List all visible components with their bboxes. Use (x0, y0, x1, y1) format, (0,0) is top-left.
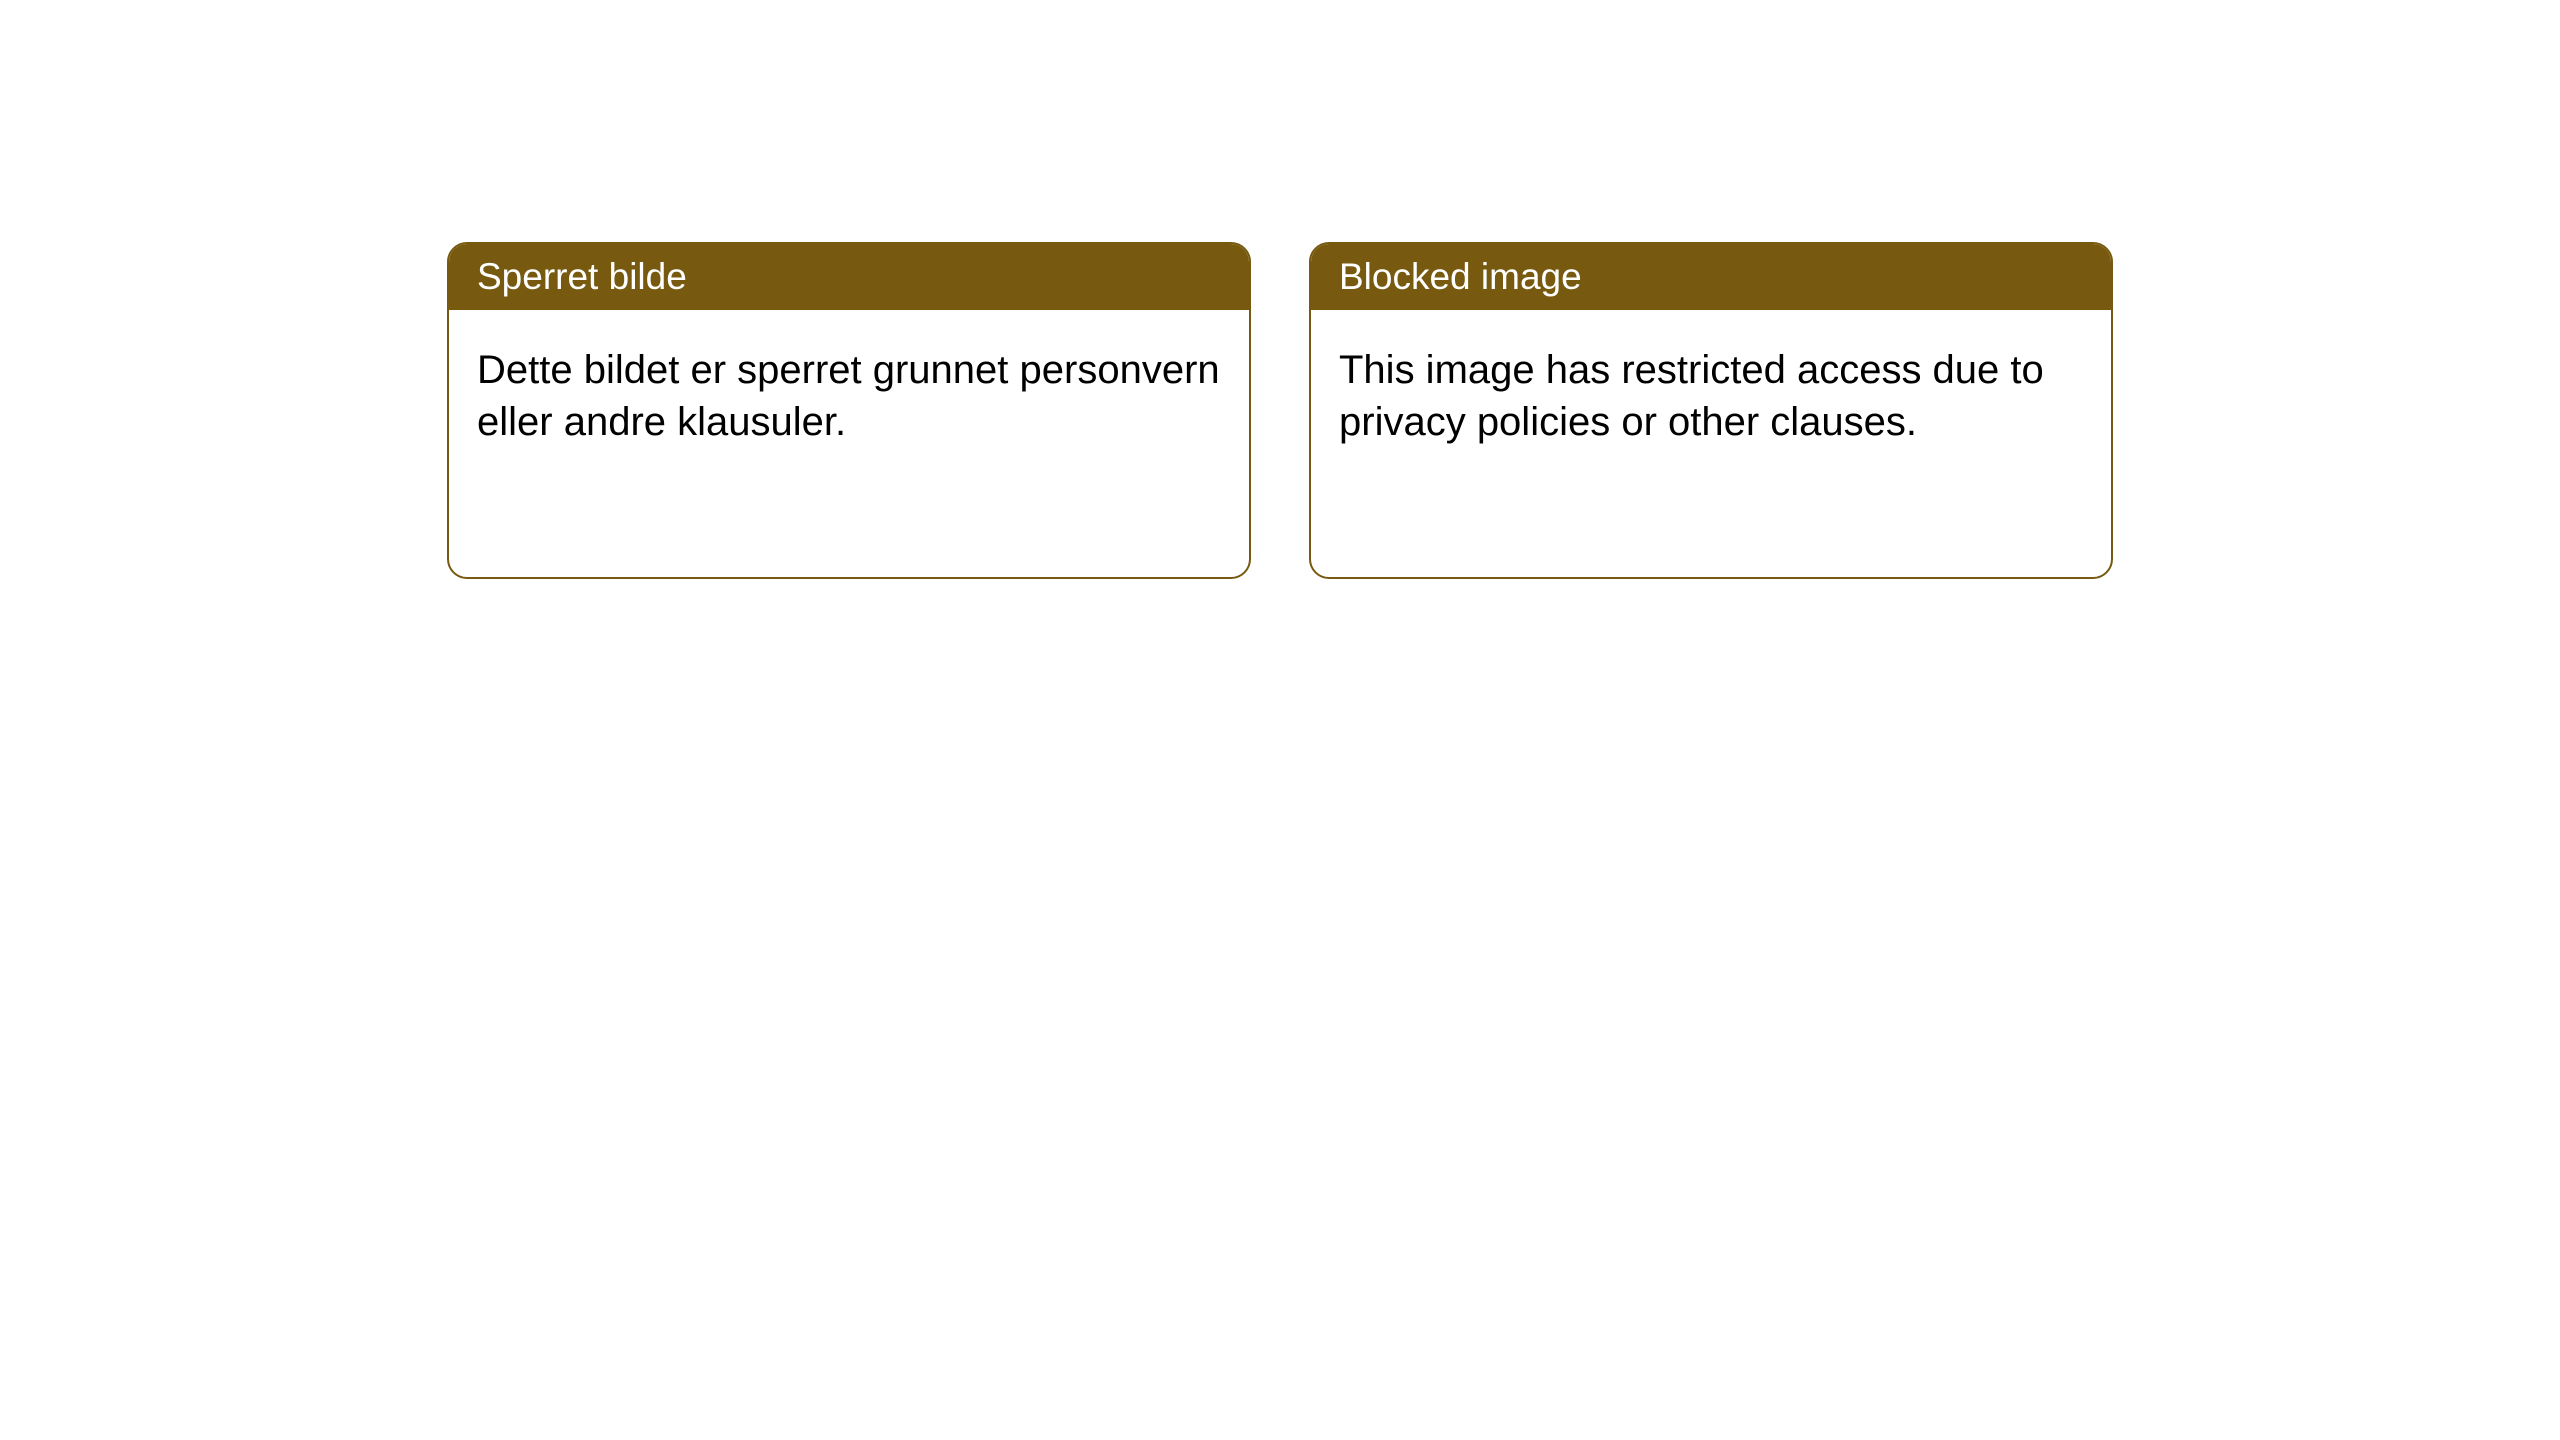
notice-card-english: Blocked image This image has restricted … (1309, 242, 2113, 579)
card-body: This image has restricted access due to … (1311, 310, 2111, 482)
notice-cards-container: Sperret bilde Dette bildet er sperret gr… (447, 242, 2113, 579)
card-title: Blocked image (1339, 256, 1582, 297)
card-body-text: Dette bildet er sperret grunnet personve… (477, 348, 1220, 444)
card-header: Blocked image (1311, 244, 2111, 310)
card-body-text: This image has restricted access due to … (1339, 348, 2044, 444)
card-body: Dette bildet er sperret grunnet personve… (449, 310, 1249, 482)
card-title: Sperret bilde (477, 256, 687, 297)
notice-card-norwegian: Sperret bilde Dette bildet er sperret gr… (447, 242, 1251, 579)
card-header: Sperret bilde (449, 244, 1249, 310)
